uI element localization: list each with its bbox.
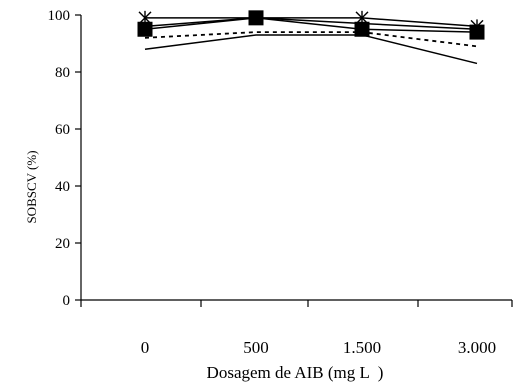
x-tick-label: 1.500	[343, 338, 381, 357]
series-2	[144, 17, 478, 30]
series-4-line	[144, 34, 478, 65]
series-layer	[137, 10, 485, 65]
y-axis: 0 20 40 60 80 100	[48, 8, 82, 309]
series-3-line	[144, 31, 478, 48]
x-tick-label: 500	[243, 338, 269, 357]
series-3	[144, 31, 478, 48]
y-axis-title: SOBSCV (%)	[24, 150, 39, 223]
series-5	[137, 10, 485, 40]
y-tick-label: 20	[55, 236, 70, 252]
series-2-line	[144, 17, 478, 30]
x-axis-title: Dosagem de AIB (mg L )	[207, 363, 384, 382]
y-tick-label: 100	[48, 8, 71, 24]
data-point-square	[469, 24, 485, 40]
x-tick-label: 3.000	[458, 338, 496, 357]
series-1-line	[145, 17, 478, 28]
x-axis: 0 500 1.500 3.000	[80, 299, 513, 357]
y-tick-label: 0	[63, 293, 71, 309]
y-tick-label: 40	[55, 179, 70, 195]
data-point-square	[248, 10, 264, 26]
y-tick-label: 60	[55, 122, 70, 138]
series-5-line	[144, 17, 478, 33]
data-point-square	[137, 21, 153, 37]
series-1	[138, 10, 484, 34]
series-4	[144, 34, 478, 65]
y-tick-label: 80	[55, 65, 70, 81]
x-tick-label: 0	[141, 338, 150, 357]
data-point-square	[354, 21, 370, 37]
